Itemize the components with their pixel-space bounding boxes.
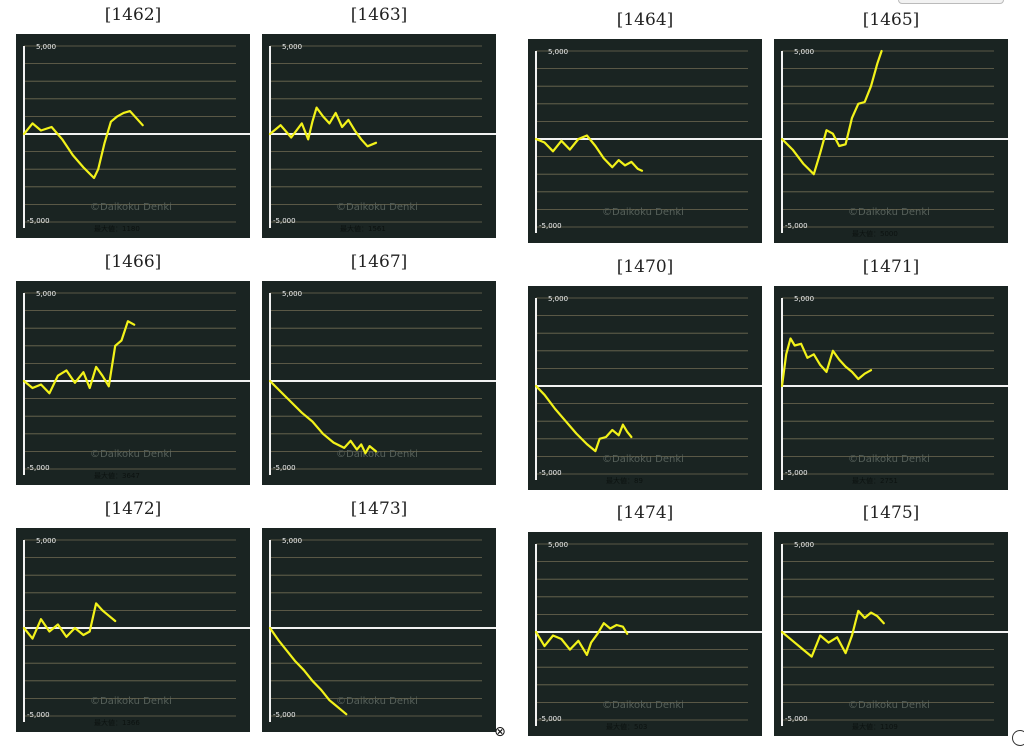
chart-svg: 5,000 -5,000 ©Daikoku Denki <box>268 537 496 722</box>
chart-title: [1464] <box>616 10 674 30</box>
y-tick-label-max: 5,000 <box>794 48 814 56</box>
watermark-text: ©Daikoku Denki <box>90 696 172 707</box>
y-tick-label-max: 5,000 <box>36 537 56 545</box>
chart-panel: 5,000 -5,000 ©Daikoku Denki 最大値：1561 <box>262 34 496 238</box>
chart-svg: 5,000 -5,000 ©Daikoku Denki 最大値：3647 <box>22 290 250 480</box>
chart-svg: 5,000 -5,000 ©Daikoku Denki 最大値：1180 <box>22 43 250 233</box>
y-tick-label-min: -5,000 <box>27 217 50 225</box>
y-tick-label-min: -5,000 <box>785 222 808 230</box>
chart-panel: 5,000 -5,000 ©Daikoku Denki 最大値：1109 <box>774 532 1008 736</box>
chart-svg: 5,000 -5,000 ©Daikoku Denki 最大値：1561 <box>268 43 496 233</box>
watermark-text: ©Daikoku Denki <box>90 202 172 213</box>
chart-title: [1467] <box>350 252 408 272</box>
y-tick-label-max: 5,000 <box>282 537 302 545</box>
chart-panel: 5,000 -5,000 ©Daikoku Denki 最大値：503 <box>528 532 762 736</box>
max-value-label: 最大値：1109 <box>852 722 898 731</box>
chart-title: [1474] <box>616 503 674 523</box>
watermark-text: ©Daikoku Denki <box>602 207 684 218</box>
top-scroll-tab[interactable] <box>898 0 1004 4</box>
series-line <box>268 379 378 455</box>
max-value-label: 最大値：5000 <box>852 229 898 238</box>
chart-panel: 5,000 -5,000 ©Daikoku Denki <box>262 528 496 732</box>
y-tick-label-max: 5,000 <box>548 541 568 549</box>
chart-panel: 5,000 -5,000 ©Daikoku Denki 最大値：89 <box>528 286 762 490</box>
watermark-text: ©Daikoku Denki <box>602 700 684 711</box>
max-value-label: 最大値：89 <box>606 476 643 485</box>
chart-panel: 5,000 -5,000 ©Daikoku Denki 最大値：5000 <box>774 39 1008 243</box>
series-line <box>22 602 117 640</box>
watermark-text: ©Daikoku Denki <box>90 449 172 460</box>
watermark-text: ©Daikoku Denki <box>336 696 418 707</box>
y-tick-label-min: -5,000 <box>273 217 296 225</box>
series-line <box>780 49 883 176</box>
series-line <box>22 320 136 395</box>
series-line <box>780 609 885 658</box>
chart-title: [1475] <box>862 503 920 523</box>
series-line <box>534 384 633 453</box>
watermark-text: ©Daikoku Denki <box>336 449 418 460</box>
watermark-text: ©Daikoku Denki <box>602 454 684 465</box>
chart-svg: 5,000 -5,000 ©Daikoku Denki 最大値：89 <box>534 295 762 485</box>
chart-title: [1470] <box>616 257 674 277</box>
chart-svg: 5,000 -5,000 ©Daikoku Denki 最大値：1109 <box>780 541 1008 731</box>
chart-svg: 5,000 -5,000 ©Daikoku Denki 最大値：503 <box>534 541 762 731</box>
chart-panel: 5,000 -5,000 ©Daikoku Denki 最大値：1366 <box>16 528 250 732</box>
chart-svg: 5,000 -5,000 ©Daikoku Denki <box>268 290 496 475</box>
chart-panel: 5,000 -5,000 ©Daikoku Denki 最大値：3647 <box>16 281 250 485</box>
series-line <box>268 106 378 148</box>
chart-panel: 5,000 -5,000 ©Daikoku Denki <box>262 281 496 485</box>
series-line <box>534 622 629 657</box>
chart-title: [1466] <box>104 252 162 272</box>
watermark-text: ©Daikoku Denki <box>336 202 418 213</box>
y-tick-label-max: 5,000 <box>548 48 568 56</box>
max-value-label: 最大値：1561 <box>340 224 386 233</box>
series-line <box>268 626 348 716</box>
max-value-label: 最大値：3647 <box>94 471 140 480</box>
chart-title: [1462] <box>104 5 162 25</box>
y-tick-label-max: 5,000 <box>794 541 814 549</box>
chart-svg: 5,000 -5,000 ©Daikoku Denki 最大値：2751 <box>780 295 1008 485</box>
max-value-label: 最大値：2751 <box>852 476 898 485</box>
max-value-label: 最大値：1366 <box>94 718 140 727</box>
y-tick-label-max: 5,000 <box>548 295 568 303</box>
series-line <box>534 134 644 172</box>
y-tick-label-min: -5,000 <box>539 222 562 230</box>
chart-panel: 5,000 -5,000 ©Daikoku Denki <box>528 39 762 243</box>
y-tick-label-max: 5,000 <box>282 43 302 51</box>
corner-circle-icon <box>1012 730 1024 746</box>
y-tick-label-max: 5,000 <box>282 290 302 298</box>
watermark-text: ©Daikoku Denki <box>848 700 930 711</box>
y-tick-label-min: -5,000 <box>27 464 50 472</box>
y-tick-label-max: 5,000 <box>36 290 56 298</box>
chart-svg: 5,000 -5,000 ©Daikoku Denki 最大値：1366 <box>22 537 250 727</box>
series-line <box>22 109 144 180</box>
close-icon[interactable]: ⊗ <box>494 724 506 740</box>
max-value-label: 最大値：503 <box>606 722 647 731</box>
chart-panel: 5,000 -5,000 ©Daikoku Denki 最大値：1180 <box>16 34 250 238</box>
y-tick-label-min: -5,000 <box>539 469 562 477</box>
chart-title: [1463] <box>350 5 408 25</box>
y-tick-label-min: -5,000 <box>785 715 808 723</box>
chart-title: [1472] <box>104 499 162 519</box>
y-tick-label-min: -5,000 <box>273 711 296 719</box>
watermark-text: ©Daikoku Denki <box>848 454 930 465</box>
chart-title: [1465] <box>862 10 920 30</box>
y-tick-label-min: -5,000 <box>27 711 50 719</box>
chart-title: [1473] <box>350 499 408 519</box>
series-line <box>780 337 873 388</box>
y-tick-label-max: 5,000 <box>794 295 814 303</box>
chart-svg: 5,000 -5,000 ©Daikoku Denki <box>534 48 762 233</box>
y-tick-label-min: -5,000 <box>785 469 808 477</box>
y-tick-label-max: 5,000 <box>36 43 56 51</box>
max-value-label: 最大値：1180 <box>94 224 140 233</box>
chart-title: [1471] <box>862 257 920 277</box>
y-tick-label-min: -5,000 <box>273 464 296 472</box>
y-tick-label-min: -5,000 <box>539 715 562 723</box>
chart-svg: 5,000 -5,000 ©Daikoku Denki 最大値：5000 <box>780 48 1008 238</box>
chart-panel: 5,000 -5,000 ©Daikoku Denki 最大値：2751 <box>774 286 1008 490</box>
watermark-text: ©Daikoku Denki <box>848 207 930 218</box>
